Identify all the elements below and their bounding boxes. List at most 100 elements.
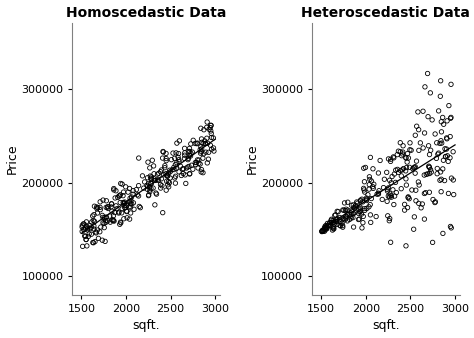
Point (208, 146, 216, 152)
Point (171, 175, 179, 180)
Point (99, 238, 106, 243)
Point (398, 173, 405, 178)
Point (97, 207, 104, 212)
Point (126, 216, 133, 222)
Point (330, 224, 337, 230)
Point (426, 171, 433, 176)
Point (449, 149, 457, 154)
Point (115, 193, 123, 199)
Point (402, 168, 410, 174)
Point (319, 228, 327, 234)
Point (135, 155, 143, 161)
Point (435, 108, 442, 114)
Point (363, 197, 370, 202)
Point (106, 213, 114, 219)
Point (341, 200, 348, 206)
Point (373, 214, 380, 219)
Point (360, 187, 368, 193)
Point (123, 215, 131, 220)
Point (434, 151, 442, 157)
Point (433, 140, 440, 145)
Point (146, 173, 154, 179)
Point (163, 158, 170, 163)
Point (174, 154, 182, 160)
Point (102, 214, 110, 220)
Point (357, 197, 365, 203)
Point (402, 183, 410, 188)
Title: Homoscedastic Data: Homoscedastic Data (66, 5, 226, 20)
Point (436, 177, 444, 183)
Point (438, 119, 445, 124)
Point (376, 158, 384, 163)
Point (159, 149, 167, 154)
Point (127, 204, 135, 210)
Point (175, 157, 182, 163)
Point (333, 222, 341, 227)
Point (148, 176, 155, 182)
Point (82, 219, 90, 224)
Point (96, 199, 104, 204)
Title: Heteroscedastic Data: Heteroscedastic Data (301, 5, 470, 20)
Point (99, 213, 106, 218)
Point (92, 229, 100, 235)
Point (374, 170, 382, 176)
Point (332, 212, 339, 218)
Point (350, 211, 357, 216)
Point (82, 223, 90, 229)
Point (426, 165, 433, 170)
Point (135, 183, 142, 188)
Point (365, 204, 373, 210)
Point (325, 221, 333, 227)
Point (420, 191, 428, 196)
Point (361, 206, 368, 211)
Point (375, 191, 383, 197)
Point (361, 208, 369, 213)
Point (112, 188, 120, 193)
Point (409, 166, 417, 171)
Point (427, 90, 434, 96)
Point (392, 190, 400, 195)
Point (366, 155, 374, 160)
Point (120, 200, 128, 206)
Point (420, 216, 428, 222)
Point (198, 140, 206, 145)
Point (443, 118, 451, 124)
Point (186, 149, 194, 154)
Point (392, 180, 399, 185)
Point (181, 152, 189, 158)
Point (330, 219, 338, 225)
Point (446, 155, 454, 161)
Point (393, 152, 401, 158)
Point (147, 180, 155, 186)
Point (449, 177, 457, 183)
Point (374, 190, 382, 196)
Point (137, 205, 144, 210)
Point (405, 155, 412, 161)
Point (184, 155, 192, 161)
Point (357, 209, 365, 214)
Point (412, 188, 419, 193)
Point (321, 226, 329, 232)
Point (197, 125, 205, 131)
Point (439, 115, 447, 120)
Point (119, 200, 127, 205)
Point (395, 148, 402, 154)
Point (195, 161, 203, 166)
Point (90, 223, 98, 229)
Point (438, 140, 446, 146)
Point (187, 151, 195, 156)
Point (392, 167, 400, 173)
Point (102, 205, 110, 210)
X-axis label: sqft.: sqft. (132, 319, 160, 333)
Point (94, 205, 101, 210)
Point (328, 218, 335, 223)
Point (339, 223, 346, 228)
Point (205, 127, 213, 132)
Point (383, 187, 391, 192)
Point (346, 212, 354, 217)
Point (326, 223, 334, 228)
Point (339, 207, 346, 213)
Point (201, 141, 209, 146)
Point (386, 216, 393, 221)
Point (91, 239, 99, 244)
